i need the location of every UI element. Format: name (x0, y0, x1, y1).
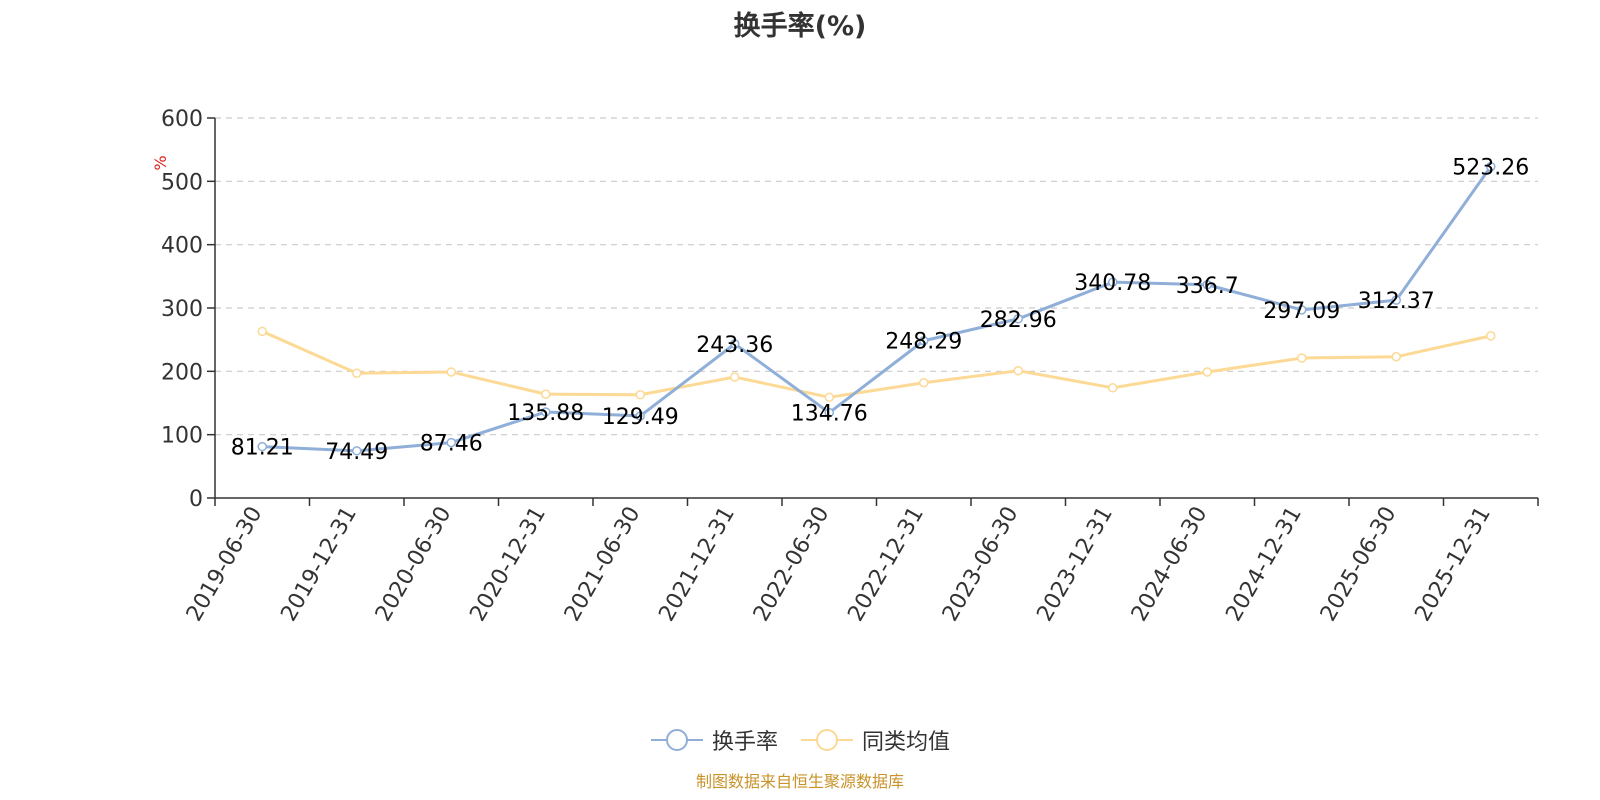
data-label: 248.29 (885, 330, 962, 355)
legend-label: 同类均值 (862, 730, 951, 755)
x-tick-label: 2020-12-31 (465, 503, 551, 626)
data-label: 87.46 (420, 432, 483, 457)
data-label: 134.76 (791, 402, 868, 427)
x-tick-label: 2025-12-31 (1410, 503, 1496, 626)
y-tick-label: 300 (161, 297, 203, 322)
y-tick-label: 600 (161, 107, 203, 132)
data-point[interactable] (352, 446, 362, 456)
x-tick-label: 2019-12-31 (276, 503, 362, 626)
data-label: 312.37 (1358, 289, 1435, 314)
data-point[interactable] (635, 390, 645, 400)
x-tick-label: 2022-06-30 (749, 503, 835, 626)
y-axis-label: % (151, 155, 170, 170)
data-label: 129.49 (602, 405, 679, 430)
data-point[interactable] (446, 367, 456, 377)
data-label: 282.96 (980, 308, 1057, 333)
x-tick-label: 2023-06-30 (938, 503, 1024, 626)
source-note: 制图数据来自恒生聚源数据库 (695, 772, 904, 791)
data-label: 135.88 (507, 401, 584, 426)
data-point[interactable] (1391, 352, 1401, 362)
data-label: 523.26 (1452, 156, 1529, 181)
x-tick-label: 2025-06-30 (1316, 503, 1402, 626)
series-line (262, 165, 1492, 453)
x-tick-label: 2021-12-31 (654, 503, 740, 626)
data-point[interactable] (1202, 367, 1212, 377)
data-label: 243.36 (696, 333, 773, 358)
data-point[interactable] (1108, 383, 1118, 393)
data-point[interactable] (446, 437, 456, 448)
legend-item-turnover[interactable]: 换手率 (650, 724, 778, 756)
data-label: 297.09 (1263, 299, 1340, 324)
data-point[interactable] (352, 368, 362, 378)
y-tick-label: 0 (189, 487, 203, 512)
legend: 换手率 同类均值 (0, 724, 1600, 756)
data-point[interactable] (1013, 365, 1023, 376)
y-tick-label: 500 (161, 170, 203, 195)
legend-line-circle-icon (801, 729, 853, 751)
data-point[interactable] (635, 411, 645, 421)
data-point[interactable] (1486, 331, 1496, 341)
data-point[interactable] (730, 372, 740, 382)
data-label: 336.7 (1176, 274, 1239, 299)
y-tick-label: 400 (161, 234, 203, 259)
x-tick-label: 2020-06-30 (371, 503, 457, 626)
data-point[interactable] (1391, 295, 1401, 305)
data-point[interactable] (1202, 280, 1212, 290)
data-point[interactable] (824, 392, 834, 403)
data-point[interactable] (541, 407, 551, 417)
data-point[interactable] (257, 441, 267, 452)
legend-item-peer-average[interactable]: 同类均值 (800, 724, 950, 756)
data-point[interactable] (1013, 314, 1023, 324)
x-tick-label: 2024-12-31 (1221, 503, 1307, 626)
chart-title: 换手率(%) (733, 11, 867, 42)
data-point[interactable] (730, 339, 740, 349)
grid-lines (215, 117, 1538, 436)
data-label: 74.49 (325, 440, 388, 465)
data-label: 81.21 (231, 436, 294, 461)
series-line (261, 330, 1492, 399)
legend-label: 换手率 (711, 730, 778, 755)
data-point[interactable] (541, 389, 551, 399)
x-tick-label: 2022-12-31 (843, 503, 929, 626)
data-point[interactable] (919, 335, 929, 346)
data-point[interactable] (1297, 353, 1307, 363)
data-point[interactable] (1486, 161, 1496, 172)
legend-line-circle-icon (650, 729, 703, 751)
x-tick-label: 2023-12-31 (1032, 503, 1118, 626)
data-point[interactable] (257, 326, 267, 337)
data-point[interactable] (919, 377, 929, 388)
data-point[interactable] (1297, 305, 1307, 315)
y-tick-label: 100 (161, 424, 203, 449)
series (257, 161, 1496, 456)
x-tick-label: 2019-06-30 (182, 503, 268, 626)
data-point[interactable] (1108, 277, 1118, 287)
y-tick-label: 200 (161, 360, 203, 385)
x-tick-label: 2024-06-30 (1127, 503, 1213, 626)
data-label: 340.78 (1074, 271, 1151, 296)
data-labels: 81.21 74.49 87.46 135.88 129.49 243.36 134.76 2… (231, 156, 1529, 465)
x-tick-label: 2021-06-30 (560, 503, 646, 626)
data-point[interactable] (824, 407, 834, 418)
